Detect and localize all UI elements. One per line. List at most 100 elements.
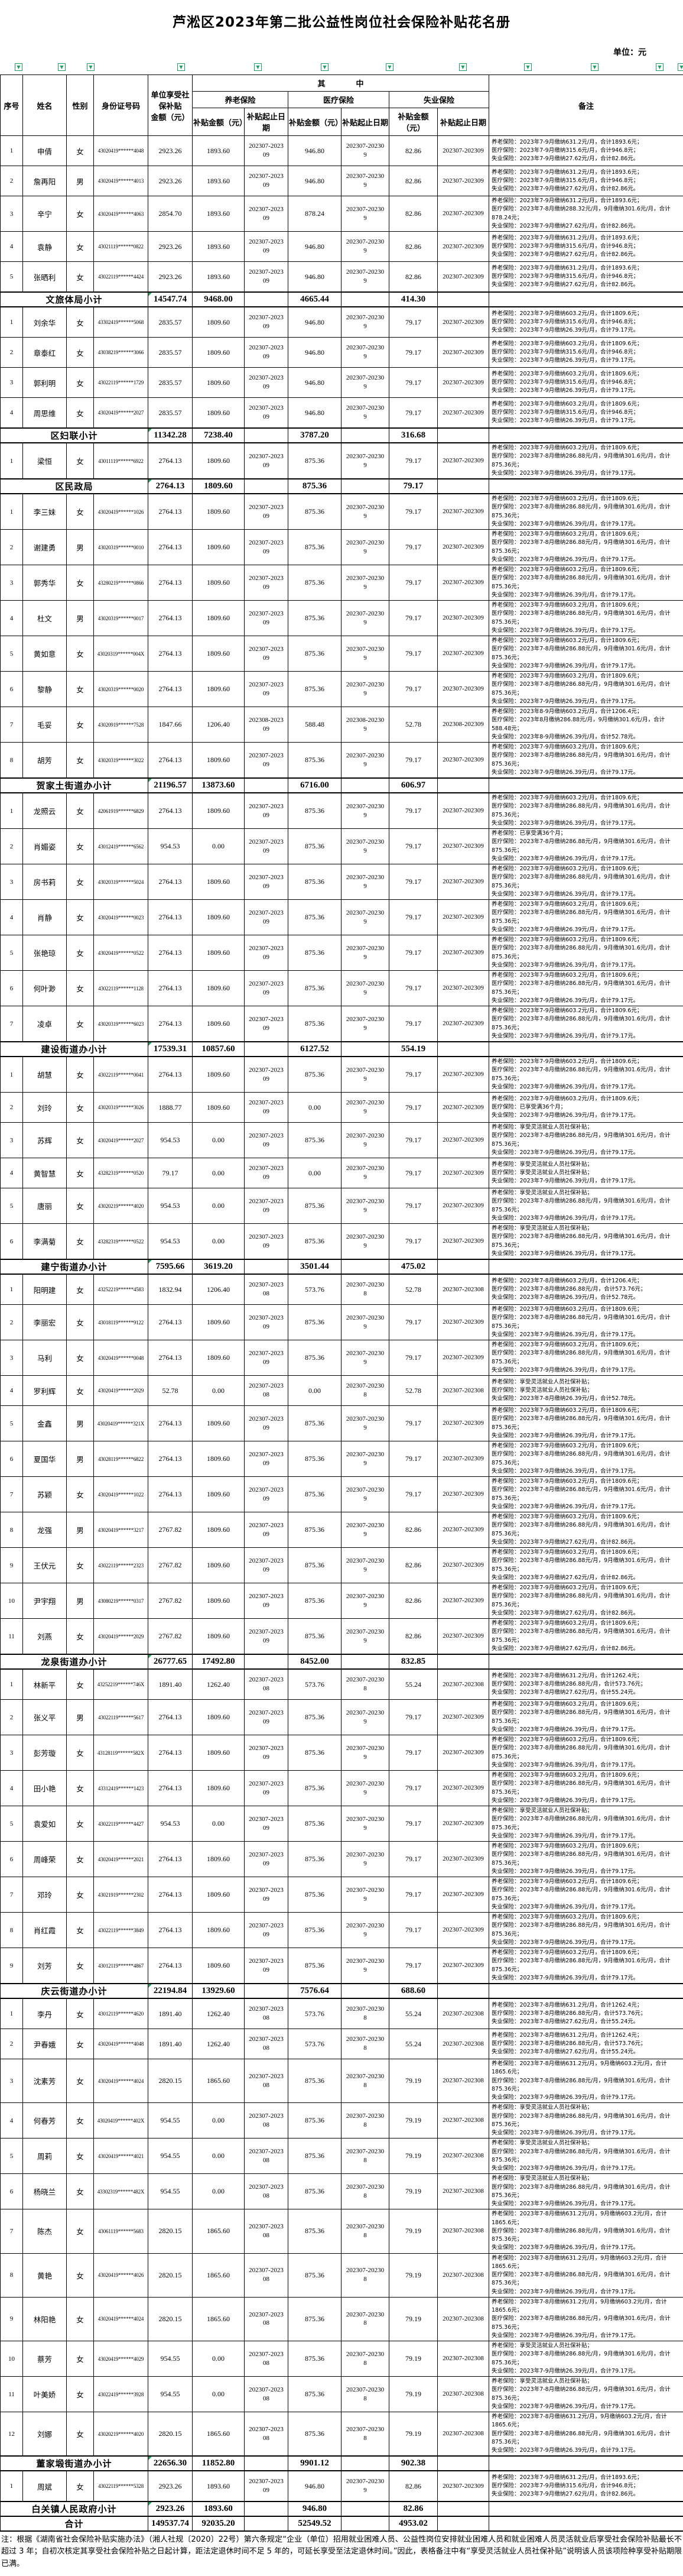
subtotal-remark xyxy=(489,2502,683,2516)
cell-name: 苏辉 xyxy=(23,1123,67,1158)
table-row: 4 袁静 女 43021119******0822 2923.26 1893.6… xyxy=(1,232,683,262)
cell-total-amount: 2923.26 xyxy=(148,262,193,293)
cell-name: 沈素芳 xyxy=(23,2059,67,2103)
cell-remark: 养老保险：2023年7-9月缴纳603.2元/月，合计1809.6元； 医疗保险… xyxy=(489,1477,683,1512)
table-row: 4 何春芳 女 43020419******402X 954.55 0.00 2… xyxy=(1,2103,683,2138)
cell-no: 4 xyxy=(1,900,23,935)
cell-no: 3 xyxy=(1,2059,23,2103)
subtotal-pension-period xyxy=(245,1654,288,1669)
cell-name: 刘芳 xyxy=(23,1948,67,1984)
cell-medical-amount: 875.36 xyxy=(288,1771,342,1806)
cell-total-amount: 2820.15 xyxy=(148,2209,193,2253)
cell-medical-period: 202307-202309 xyxy=(342,232,389,262)
subtotal-row: 建宁街道办小计 7595.66 3619.20 3501.44 475.02 xyxy=(1,1259,683,1274)
filter-dropdown-icon[interactable]: ▼ xyxy=(524,63,532,71)
cell-name: 杜文 xyxy=(23,601,67,636)
cell-id-number: 43020319******0017 xyxy=(94,601,148,636)
subtotal-total: 26777.65 xyxy=(148,1654,193,1669)
cell-unemployment-amount: 79.19 xyxy=(389,2138,438,2174)
cell-unemployment-amount: 55.24 xyxy=(389,2029,438,2059)
table-row: 5 袁爱如 女 43022119******4427 954.53 0.00 2… xyxy=(1,1806,683,1842)
cell-total-amount: 954.53 xyxy=(148,1123,193,1158)
filter-dropdown-icon[interactable]: ▼ xyxy=(254,63,262,71)
cell-name: 房书莉 xyxy=(23,864,67,900)
cell-id-number: 43018119******9122 xyxy=(94,1305,148,1340)
subtotal-pension-period xyxy=(245,2516,288,2531)
cell-gender: 女 xyxy=(67,2377,94,2412)
cell-medical-period: 202307-202309 xyxy=(342,1548,389,1583)
filter-dropdown-icon[interactable]: ▼ xyxy=(177,63,185,71)
cell-unemployment-amount: 79.19 xyxy=(389,2341,438,2377)
cell-id-number: 43020419******2021 xyxy=(94,1842,148,1877)
subtotal-label: 建宁街道办小计 xyxy=(1,1259,148,1274)
cell-unemployment-amount: 82.86 xyxy=(389,2471,438,2502)
table-row: 8 肖红霞 女 43022119******3849 2764.13 1809.… xyxy=(1,1913,683,1948)
cell-total-amount: 1891.40 xyxy=(148,1998,193,2029)
subtotal-medical-period xyxy=(342,1259,389,1274)
cell-id-number: 43080219******0317 xyxy=(94,1583,148,1619)
cell-id-number: 43020419******321X xyxy=(94,1406,148,1441)
cell-medical-amount: 875.36 xyxy=(288,2297,342,2341)
cell-gender: 男 xyxy=(67,1406,94,1441)
cell-no: 5 xyxy=(1,2138,23,2174)
cell-remark: 养老保险：2023年7-9月缴纳603.2元/月，合计1809.6元； 医疗保险… xyxy=(489,900,683,935)
cell-remark: 养老保险：2023年7-8月缴纳631.2元/月，9月缴纳603.2元/月，合计… xyxy=(489,2253,683,2297)
table-row: 3 彭芳璇 女 43128119******582X 2764.13 1809.… xyxy=(1,1735,683,1771)
subtotal-row: 建设街道办小计 17539.31 10857.60 6127.52 554.19 xyxy=(1,1042,683,1057)
cell-medical-period: 202307-202309 xyxy=(342,636,389,672)
table-row: 10 尹宇翔 男 43080219******0317 2767.82 1809… xyxy=(1,1583,683,1619)
filter-dropdown-icon[interactable]: ▼ xyxy=(15,63,22,71)
filter-dropdown-icon[interactable]: ▼ xyxy=(386,63,393,71)
cell-medical-period: 202307-202309 xyxy=(342,1477,389,1512)
cell-id-number: 43022119******4424 xyxy=(94,262,148,293)
cell-gender: 女 xyxy=(67,864,94,900)
cell-medical-amount: 875.36 xyxy=(288,2253,342,2297)
cell-name: 胡慧 xyxy=(23,1057,67,1093)
cell-id-number: 43020419******2027 xyxy=(94,1123,148,1158)
table-row: 1 李丹 女 43012119******4620 1891.40 1262.4… xyxy=(1,1998,683,2029)
cell-unemployment-period: 202307-202309 xyxy=(438,793,489,829)
filter-dropdown-icon[interactable]: ▼ xyxy=(321,63,329,71)
cell-unemployment-period: 202307-202308 xyxy=(438,2059,489,2103)
table-row: 4 黄智慧 女 43282319******0520 79.17 0.00 20… xyxy=(1,1158,683,1188)
cell-id-number: 43020319******3022 xyxy=(94,743,148,779)
cell-name: 李三妹 xyxy=(23,494,67,530)
cell-name: 袁静 xyxy=(23,232,67,262)
cell-name: 刘燕 xyxy=(23,1619,67,1655)
cell-id-number: 43020419******0023 xyxy=(94,900,148,935)
filter-dropdown-icon[interactable]: ▼ xyxy=(656,63,664,71)
cell-unemployment-amount: 79.17 xyxy=(389,1188,438,1224)
filter-dropdown-icon[interactable]: ▼ xyxy=(87,63,95,71)
cell-no: 6 xyxy=(1,672,23,707)
cell-unemployment-amount: 79.17 xyxy=(389,530,438,565)
cell-pension-period: 202307-202308 xyxy=(245,2412,288,2457)
filter-dropdown-icon[interactable]: ▼ xyxy=(678,63,683,71)
cell-unemployment-period: 202307-202308 xyxy=(438,1998,489,2029)
cell-pension-amount: 1809.60 xyxy=(193,1735,245,1771)
cell-medical-period: 202307-202309 xyxy=(342,864,389,900)
cell-name: 郭秀华 xyxy=(23,565,67,601)
cell-medical-amount: 875.36 xyxy=(288,1406,342,1441)
cell-medical-period: 202307-202308 xyxy=(342,2253,389,2297)
filter-dropdown-icon[interactable]: ▼ xyxy=(58,63,66,71)
cell-name: 王伏元 xyxy=(23,1548,67,1583)
filter-dropdown-icon[interactable]: ▼ xyxy=(459,63,467,71)
cell-unemployment-amount: 79.17 xyxy=(389,1700,438,1735)
table-row: 6 黎静 女 43020319******0020 2764.13 1809.6… xyxy=(1,672,683,707)
table-row: 8 黄艳 女 43020419******4026 2820.15 1865.6… xyxy=(1,2253,683,2297)
cell-name: 申倩 xyxy=(23,136,67,166)
cell-unemployment-period: 202307-202309 xyxy=(438,1842,489,1877)
cell-gender: 男 xyxy=(67,1441,94,1477)
cell-id-number: 43022119******5617 xyxy=(94,1700,148,1735)
cell-pension-amount: 1865.60 xyxy=(193,2059,245,2103)
cell-id-number: 43061119******5683 xyxy=(94,2209,148,2253)
cell-remark: 养老保险：2023年7-9月缴纳603.2元/月，合计1809.6元； 医疗保险… xyxy=(489,398,683,429)
cell-gender: 女 xyxy=(67,672,94,707)
filter-dropdown-icon[interactable]: ▼ xyxy=(591,63,599,71)
cell-medical-period: 202307-202309 xyxy=(342,601,389,636)
subtotal-unemployment-period xyxy=(438,428,489,443)
cell-gender: 女 xyxy=(67,971,94,1006)
cell-total-amount: 2764.13 xyxy=(148,1771,193,1806)
cell-unemployment-amount: 82.86 xyxy=(389,1512,438,1548)
cell-total-amount: 954.53 xyxy=(148,1188,193,1224)
